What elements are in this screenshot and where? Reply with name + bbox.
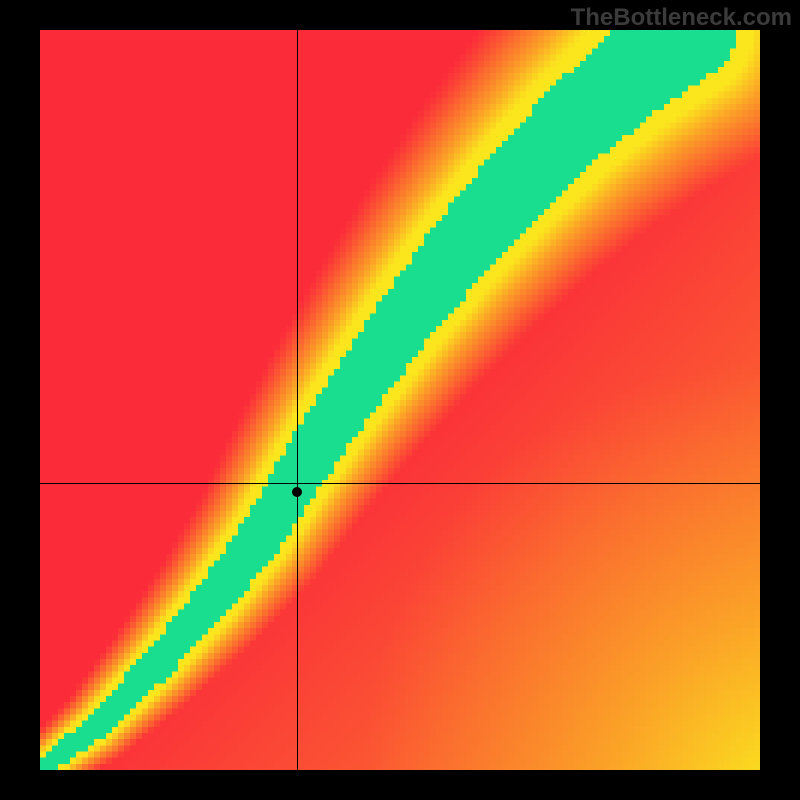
bottleneck-heatmap: [40, 30, 760, 770]
chart-container: TheBottleneck.com: [0, 0, 800, 800]
crosshair-vertical: [297, 30, 298, 770]
watermark-text: TheBottleneck.com: [571, 4, 792, 32]
crosshair-horizontal: [40, 483, 760, 484]
selection-marker: [292, 487, 302, 497]
